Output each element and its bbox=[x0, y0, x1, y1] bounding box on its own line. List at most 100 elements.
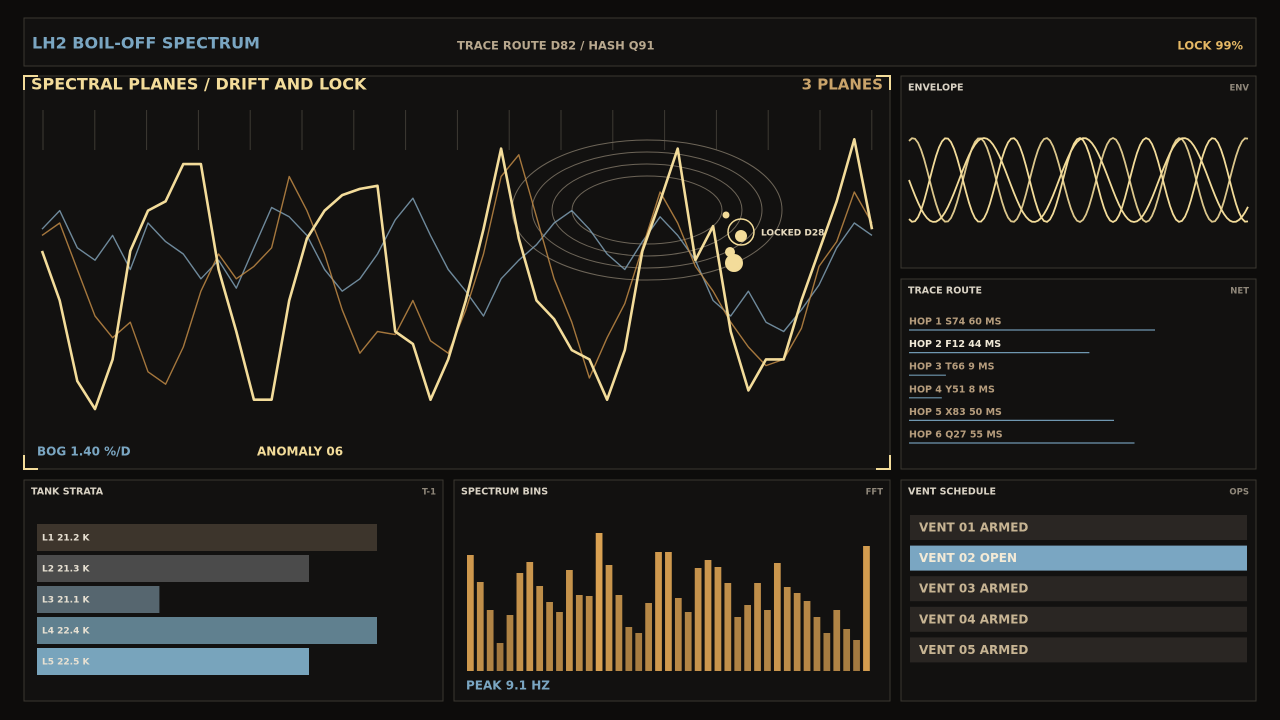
bin-bar bbox=[694, 568, 702, 671]
panel-title: TRACE ROUTE bbox=[908, 286, 982, 297]
stratum-bar bbox=[37, 586, 160, 613]
panel-tag: FFT bbox=[866, 488, 884, 498]
bin-bar bbox=[674, 598, 682, 671]
bin-bar bbox=[625, 627, 633, 671]
bin-bar bbox=[575, 595, 583, 671]
bin-bar bbox=[734, 617, 742, 671]
stratum-bar bbox=[37, 524, 377, 551]
panel-tag: NET bbox=[1230, 287, 1249, 297]
bin-bar bbox=[536, 586, 544, 671]
bin-bar bbox=[853, 640, 860, 671]
bin-bar bbox=[803, 601, 811, 671]
bin-bar bbox=[546, 602, 553, 671]
bin-bar bbox=[615, 595, 623, 671]
bin-bar bbox=[813, 617, 821, 671]
bin-bar bbox=[506, 615, 514, 671]
anomaly-label: ANOMALY 06 bbox=[257, 445, 343, 459]
panel-tag: T-1 bbox=[422, 488, 436, 498]
envelope-panel bbox=[900, 75, 1257, 269]
bin-bar bbox=[566, 570, 573, 671]
bin-bar bbox=[704, 560, 712, 671]
panel-title: TANK STRATA bbox=[31, 487, 104, 498]
stratum-label: L3 21.1 K bbox=[42, 596, 90, 606]
hop-label: HOP 1 S74 60 MS bbox=[909, 317, 1002, 328]
bin-bar bbox=[724, 583, 732, 671]
vent-row bbox=[910, 637, 1247, 663]
plane-line bbox=[41, 197, 873, 333]
bin-bar bbox=[467, 555, 474, 671]
vent-label: VENT 04 ARMED bbox=[919, 612, 1028, 626]
vent-label: VENT 02 OPEN bbox=[919, 551, 1017, 565]
header-panel bbox=[23, 17, 1257, 67]
vent-label: VENT 01 ARMED bbox=[919, 521, 1028, 535]
envelope-waves bbox=[908, 136, 1249, 224]
panel-tag: OPS bbox=[1229, 488, 1249, 498]
hop-label: HOP 2 F12 44 MS bbox=[909, 339, 1001, 350]
vent-label: VENT 05 ARMED bbox=[919, 643, 1028, 657]
corner-brackets bbox=[23, 75, 891, 470]
panel-title: VENT SCHEDULE bbox=[908, 487, 996, 498]
lock-text: LOCKED D28 bbox=[761, 229, 824, 239]
bin-bar bbox=[486, 610, 494, 671]
bin-bar bbox=[665, 552, 672, 671]
bin-bar bbox=[595, 533, 603, 671]
bin-bar bbox=[843, 629, 851, 671]
vent-row bbox=[910, 576, 1247, 602]
bin-bar bbox=[556, 612, 563, 671]
app-title: LH2 BOIL-OFF SPECTRUM bbox=[32, 34, 260, 53]
plane-line bbox=[40, 138, 874, 411]
vent-row bbox=[910, 515, 1247, 540]
trace-panel bbox=[900, 278, 1257, 470]
bin-bar bbox=[605, 565, 613, 671]
bin-bar bbox=[516, 573, 524, 671]
vent-label: VENT 03 ARMED bbox=[919, 582, 1028, 596]
lock-label: LOCK 99% bbox=[1177, 39, 1243, 53]
peak-label: PEAK 9.1 HZ bbox=[466, 679, 550, 693]
main-title: SPECTRAL PLANES / DRIFT AND LOCK bbox=[31, 75, 367, 94]
bin-bar bbox=[526, 562, 534, 671]
hop-label: HOP 6 Q27 55 MS bbox=[909, 430, 1003, 441]
bin-bar bbox=[714, 567, 722, 671]
bin-bar bbox=[833, 610, 841, 671]
envelope-wave bbox=[908, 136, 1249, 224]
stratum-label: L2 21.3 K bbox=[42, 565, 90, 575]
stratum-label: L4 22.4 K bbox=[42, 627, 90, 637]
panel-tag: ENV bbox=[1230, 84, 1250, 94]
bin-bar bbox=[496, 643, 504, 671]
bin-bar bbox=[754, 583, 761, 671]
stratum-label: L1 21.2 K bbox=[42, 534, 90, 544]
bin-bar bbox=[863, 546, 870, 671]
panel-title: SPECTRUM BINS bbox=[461, 487, 548, 498]
envelope-wave bbox=[908, 137, 1249, 223]
vent-row bbox=[910, 545, 1247, 571]
bin-bar bbox=[744, 605, 752, 671]
vent-row bbox=[910, 606, 1247, 632]
planes-label: 3 PLANES bbox=[802, 76, 883, 94]
envelope-wave bbox=[908, 136, 1249, 224]
plot bbox=[40, 138, 874, 411]
hop-label: HOP 5 X83 50 MS bbox=[909, 407, 1002, 418]
bin-bar bbox=[793, 593, 801, 671]
stratum-bar bbox=[37, 555, 309, 582]
stratum-bar bbox=[37, 648, 309, 675]
bin-bar bbox=[684, 612, 692, 671]
route-label: TRACE ROUTE D82 / HASH Q91 bbox=[457, 39, 655, 53]
bin-bar bbox=[655, 552, 662, 671]
hop-label: HOP 3 T66 9 MS bbox=[909, 362, 995, 373]
stratum-bar bbox=[37, 617, 377, 644]
top-ticks bbox=[42, 110, 873, 150]
lock-marker bbox=[722, 211, 755, 272]
bin-bar bbox=[476, 582, 484, 671]
bog-label: BOG 1.40 %/D bbox=[37, 445, 131, 459]
bin-bar bbox=[773, 563, 781, 671]
stratum-label: L5 22.5 K bbox=[42, 658, 90, 668]
bin-bar bbox=[764, 610, 771, 671]
bin-bar bbox=[823, 633, 831, 671]
bin-bar bbox=[645, 603, 652, 671]
hop-label: HOP 4 Y51 8 MS bbox=[909, 384, 995, 395]
bin-bar bbox=[783, 587, 791, 671]
panel-title: ENVELOPE bbox=[908, 83, 964, 94]
bin-bar bbox=[585, 596, 593, 671]
